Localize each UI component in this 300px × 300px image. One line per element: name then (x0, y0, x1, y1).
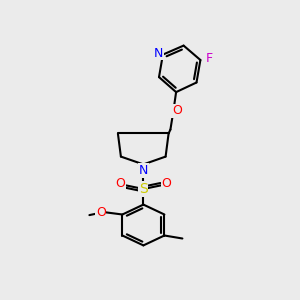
Text: N: N (154, 46, 163, 60)
Text: O: O (116, 177, 125, 190)
Text: N: N (139, 164, 148, 177)
Text: O: O (172, 104, 182, 118)
Text: S: S (139, 182, 148, 196)
Text: O: O (96, 206, 106, 219)
Text: O: O (161, 177, 171, 190)
Text: F: F (206, 52, 213, 65)
